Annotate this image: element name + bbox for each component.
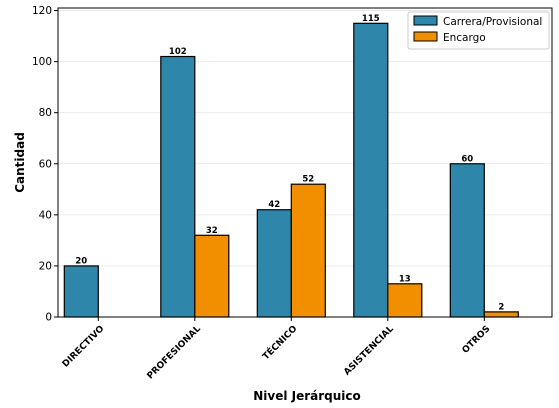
data-labels: 20 102 32 42 52 115 13 60 2 <box>75 14 504 313</box>
bar-value-label: 2 <box>498 302 504 312</box>
y-tick-label: 20 <box>39 260 52 272</box>
legend-box <box>407 11 550 50</box>
x-tick-label: TÉCNICO <box>260 322 300 362</box>
x-tick-label: DIRECTIVO <box>61 324 107 370</box>
bar-carrera-provisional <box>160 55 196 318</box>
y-tick-label: 40 <box>39 209 52 221</box>
legend-label: Encargo <box>443 32 486 44</box>
y-tick-label: 60 <box>39 158 52 170</box>
legend-item: Encargo <box>413 31 486 44</box>
y-axis: 0 20 40 60 80 100 120 <box>32 5 58 324</box>
bar-value-label: 32 <box>206 226 218 236</box>
y-axis-label: Cantidad <box>13 132 27 193</box>
bar-value-label: 102 <box>169 47 187 57</box>
bar-value-label: 20 <box>75 256 87 266</box>
y-tick-label: 0 <box>45 312 52 324</box>
bar-value-label: 42 <box>268 200 280 210</box>
x-tick-label: OTROS <box>461 324 493 356</box>
bar-encargo <box>290 183 326 318</box>
x-tick-label: ASISTENCIAL <box>342 324 396 378</box>
legend-item: Carrera/Provisional <box>413 15 542 28</box>
legend-swatch <box>413 15 438 26</box>
bar-encargo <box>483 311 519 318</box>
plot-frame <box>57 7 553 318</box>
y-tick-label: 80 <box>39 107 52 119</box>
bar-carrera-provisional <box>353 22 389 318</box>
y-tick-label: 100 <box>32 56 52 68</box>
bars <box>63 22 519 318</box>
x-tick-label: PROFESIONAL <box>146 324 204 382</box>
y-tick-label: 120 <box>32 5 52 17</box>
legend-swatch <box>413 31 438 42</box>
bar-value-label: 60 <box>461 154 473 164</box>
legend-label: Carrera/Provisional <box>443 16 542 28</box>
bar-carrera-provisional <box>449 163 485 318</box>
x-axis: DIRECTIVO PROFESIONAL TÉCNICO ASISTENCIAL OT… <box>61 317 493 382</box>
x-axis-label: Nivel Jerárquico <box>253 389 361 403</box>
bar-carrera-provisional <box>256 209 292 318</box>
legend: Carrera/Provisional Encargo <box>407 11 550 50</box>
bar-encargo <box>194 234 230 318</box>
bar-value-label: 52 <box>302 175 314 185</box>
bar-encargo <box>387 283 423 318</box>
bar-value-label: 115 <box>362 14 380 24</box>
bar-carrera-provisional <box>63 265 99 318</box>
bar-value-label: 13 <box>399 274 411 284</box>
